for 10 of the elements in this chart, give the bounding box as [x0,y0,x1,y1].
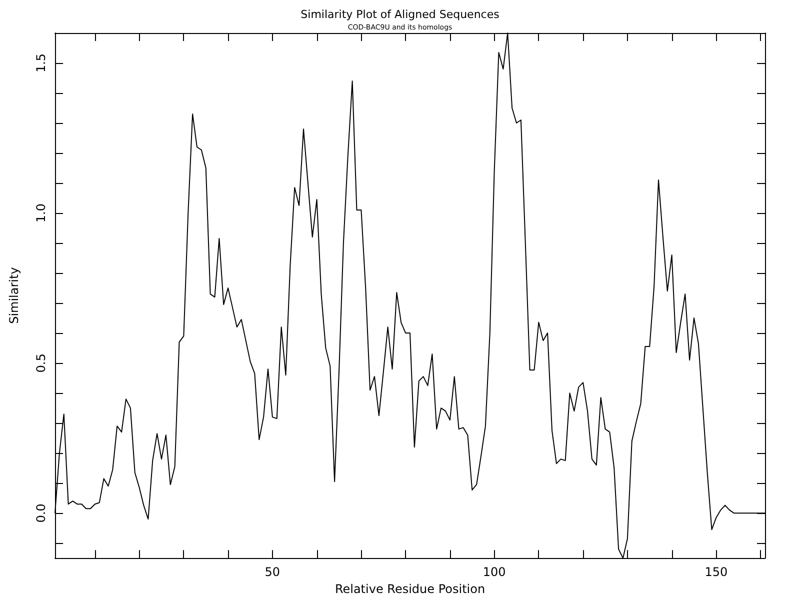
y-tick-label: 1.5 [34,53,48,73]
y-tick-label: 0.5 [34,354,48,373]
y-tick-label: 1.0 [34,203,48,223]
y-axis-title: Similarity [7,267,21,324]
x-tick-label: 50 [264,565,280,580]
x-tick-label: 150 [704,565,728,580]
x-tick-label: 100 [482,565,506,580]
x-axis-title: Relative Residue Position [334,582,486,596]
chart-title: Similarity Plot of Aligned Sequences [300,8,500,21]
y-tick-label: 0.0 [34,504,48,523]
